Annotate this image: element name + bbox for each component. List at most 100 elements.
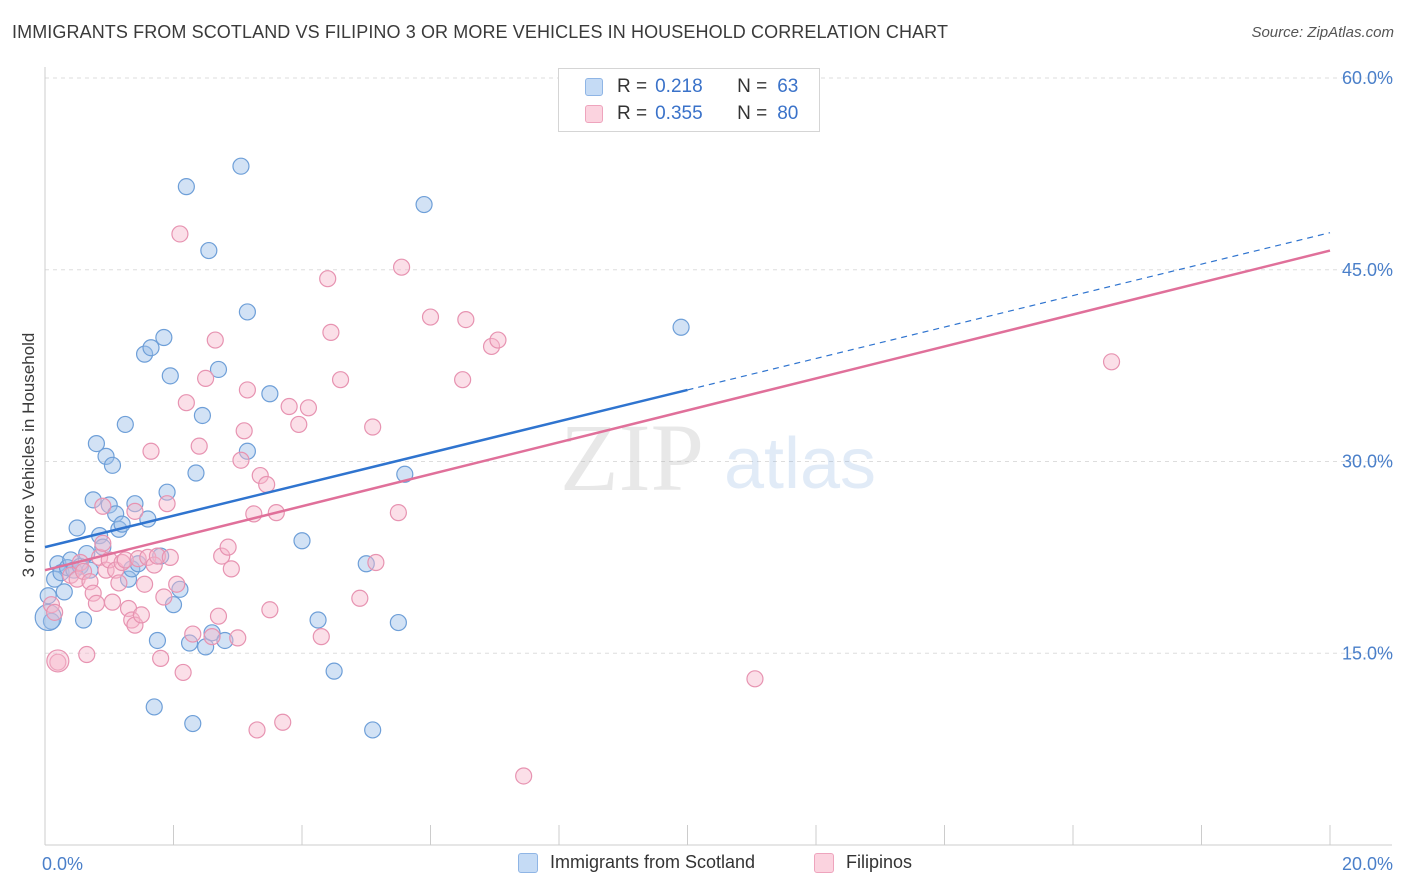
- scotland-point: [145, 698, 163, 716]
- filipinos-point: [261, 601, 279, 619]
- trend-line-filipinos: [44, 249, 1331, 572]
- filipinos-point: [174, 663, 192, 682]
- scotland-point: [74, 611, 93, 629]
- filipinos-point: [74, 562, 93, 581]
- filipinos-point: [161, 548, 179, 566]
- legend-label-filipinos: Filipinos: [846, 852, 913, 872]
- legend-r-value: 0.355: [655, 103, 703, 124]
- scotland-point: [155, 328, 173, 347]
- filipinos-point: [274, 713, 292, 731]
- legend-item-filipinos[interactable]: Filipinos: [814, 852, 912, 873]
- scotland-point: [364, 721, 382, 739]
- scotland-point: [389, 613, 407, 632]
- scotland-point: [135, 345, 154, 363]
- legend-label-scotland: Immigrants from Scotland: [550, 852, 756, 872]
- legend-r-label: R =: [617, 76, 648, 97]
- filipinos-point: [132, 606, 150, 624]
- watermark: ZIP atlas: [560, 404, 876, 511]
- scotland-point: [84, 491, 102, 509]
- filipinos-point: [238, 381, 256, 399]
- filipinos-point: [197, 369, 215, 388]
- scotland-point: [116, 415, 134, 434]
- filipinos-point: [213, 547, 231, 565]
- filipinos-point: [290, 415, 308, 434]
- scotland-point: [161, 367, 179, 385]
- trend-line-scotland: [44, 388, 688, 549]
- filipinos-point: [232, 451, 250, 469]
- legend-row-scotland: R = 0.218 N = 63: [585, 74, 798, 100]
- scotland-point: [203, 624, 221, 642]
- filipinos-point: [222, 560, 240, 578]
- x-tick-label: 20.0%: [1342, 854, 1393, 874]
- y-tick-label: 30.0%: [1342, 452, 1393, 472]
- filipinos-point: [113, 553, 131, 572]
- filipinos-point: [184, 625, 202, 643]
- y-tick-label: 45.0%: [1342, 260, 1393, 280]
- legend-swatch-filipinos: [814, 852, 834, 873]
- legend-item-scotland[interactable]: Immigrants from Scotland: [518, 852, 755, 873]
- scotland-point: [672, 318, 690, 336]
- legend-r-value: 0.218: [655, 76, 703, 97]
- filipinos-point: [482, 337, 501, 356]
- scotland-point: [293, 532, 311, 550]
- filipinos-point: [110, 574, 128, 592]
- filipinos-point: [515, 767, 533, 785]
- filipinos-point: [367, 553, 385, 572]
- filipinos-point: [457, 311, 475, 329]
- legend-swatch-scotland: [585, 78, 603, 96]
- scotland-point: [100, 496, 118, 514]
- filipinos-point: [155, 588, 173, 606]
- watermark-zip: ZIP: [560, 404, 704, 511]
- scotland-point: [180, 634, 199, 652]
- scotland-point: [415, 195, 433, 214]
- scotland-point: [209, 360, 228, 379]
- filipinos-point: [206, 331, 224, 349]
- scotland-point: [232, 157, 250, 175]
- filipinos-point: [235, 422, 253, 440]
- filipinos-point: [126, 616, 144, 634]
- gridlines: [45, 77, 1392, 654]
- scotland-point: [216, 631, 234, 650]
- scotland-point: [396, 465, 414, 483]
- scotland-point: [142, 339, 160, 357]
- filipinos-point: [158, 495, 176, 513]
- scotland-point: [97, 447, 115, 465]
- scotland-point: [119, 570, 138, 588]
- x-tick-labels: 0.0% 20.0%: [42, 854, 1393, 874]
- series-filipinos-points: [42, 225, 1121, 785]
- scotland-point: [197, 638, 215, 656]
- filipinos-point: [351, 589, 369, 607]
- filipinos-point: [126, 502, 144, 520]
- filipinos-point: [280, 397, 298, 416]
- scotland-point: [184, 714, 202, 733]
- filipinos-point: [248, 721, 266, 739]
- scotland-point: [238, 303, 256, 321]
- filipinos-point: [135, 575, 154, 593]
- y-tick-labels: 15.0% 30.0% 45.0% 60.0%: [1342, 68, 1393, 663]
- scotland-point: [103, 456, 122, 474]
- stats-legend: R = 0.218 N = 63 R = 0.355 N = 80: [558, 68, 820, 132]
- filipinos-point: [46, 603, 64, 621]
- scotland-point: [200, 241, 218, 260]
- filipinos-point: [251, 466, 269, 485]
- filipinos-point: [203, 628, 221, 646]
- filipinos-point: [97, 561, 115, 579]
- filipinos-point: [489, 331, 507, 349]
- filipinos-point: [319, 270, 337, 288]
- scotland-point: [87, 435, 106, 453]
- filipinos-point: [87, 594, 106, 612]
- trend-lines: [44, 232, 1331, 572]
- scotland-point: [42, 612, 61, 630]
- filipinos-point: [389, 504, 407, 522]
- scotland-point: [193, 406, 212, 425]
- filipinos-point: [152, 649, 170, 667]
- y-tick-label: 15.0%: [1342, 643, 1393, 663]
- filipinos-point: [116, 551, 134, 569]
- filipinos-point: [171, 225, 189, 243]
- filipinos-point: [229, 629, 247, 647]
- legend-row-filipinos: R = 0.355 N = 80: [585, 101, 798, 127]
- filipinos-point: [145, 556, 163, 574]
- filipinos-point: [299, 399, 318, 417]
- source-credit: Source: ZipAtlas.com: [1251, 24, 1394, 41]
- legend-n-label: N =: [737, 103, 768, 124]
